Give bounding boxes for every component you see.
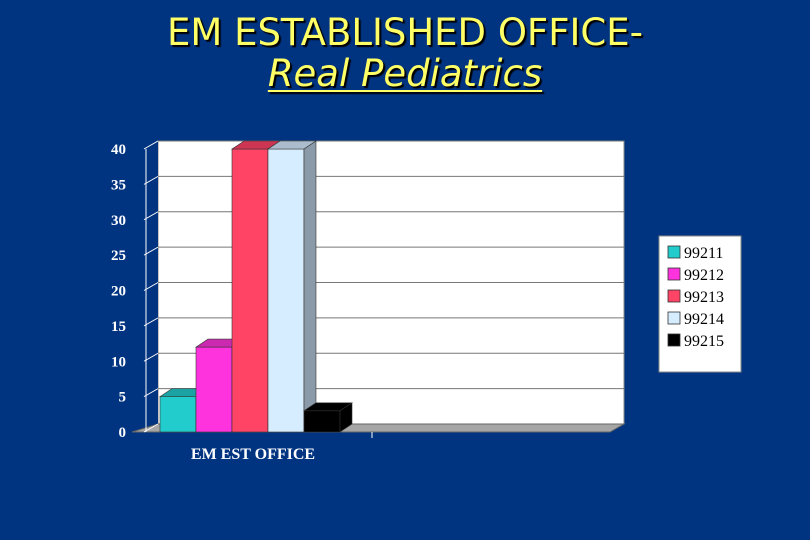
y-tick-label: 40 — [111, 142, 126, 158]
legend-swatch — [667, 311, 681, 325]
legend-item: 99215 — [667, 333, 724, 350]
bar-side — [339, 402, 353, 433]
legend-label: 99211 — [684, 245, 723, 262]
y-axis: 0 5 10 15 20 25 30 35 40 — [111, 140, 159, 441]
legend-swatch — [667, 267, 681, 281]
legend-swatch — [667, 333, 681, 347]
slide-title: EM ESTABLISHED OFFICE- Real Pediatrics — [0, 11, 810, 95]
y-tick-label: 10 — [111, 354, 126, 370]
x-axis: EM EST OFFICE — [191, 432, 373, 463]
bar-front — [231, 148, 269, 433]
chart-bars — [159, 140, 353, 433]
legend-label: 99212 — [684, 267, 724, 284]
chart-legend: 99211 99212 99213 99214 99215 — [658, 235, 742, 373]
bar-99214 — [267, 140, 317, 433]
y-tick-label: 15 — [111, 319, 126, 335]
bar-front — [267, 148, 305, 433]
legend-swatch — [667, 289, 681, 303]
y-tick-label: 25 — [111, 248, 126, 264]
y-tick-label: 35 — [111, 177, 126, 193]
legend-box — [658, 235, 742, 373]
legend-swatch — [667, 245, 681, 259]
y-tick-label: 0 — [119, 425, 127, 441]
legend-item: 99212 — [667, 267, 724, 284]
y-tick-label: 5 — [119, 390, 127, 406]
legend-item: 99211 — [667, 245, 723, 262]
bar-front — [159, 396, 197, 433]
legend-item: 99214 — [667, 311, 724, 328]
legend-label: 99213 — [684, 289, 724, 306]
legend-label: 99214 — [684, 311, 724, 328]
bar-side — [303, 140, 317, 433]
title-line-1: EM ESTABLISHED OFFICE- — [167, 11, 643, 54]
y-tick — [143, 140, 159, 150]
legend-item: 99213 — [667, 289, 724, 306]
legend-label: 99215 — [684, 333, 724, 350]
y-tick-label: 20 — [111, 284, 126, 300]
x-category-label: EM EST OFFICE — [191, 446, 315, 463]
bar-99215 — [303, 402, 353, 433]
title-line-2: Real Pediatrics — [267, 51, 543, 95]
y-tick-label: 30 — [111, 213, 126, 229]
bar-front — [195, 346, 233, 433]
bar-front — [303, 410, 341, 433]
